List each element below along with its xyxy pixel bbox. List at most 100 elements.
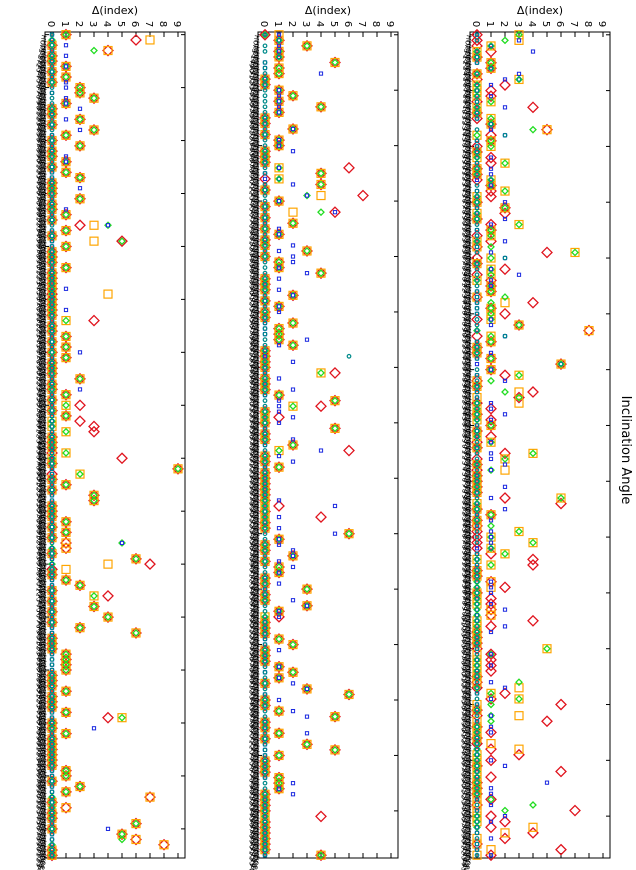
- marker-diamond-red: [343, 527, 355, 540]
- marker-square-orange: [274, 706, 284, 716]
- marker-dot-teal: [262, 764, 268, 769]
- marker-dot-teal: [49, 408, 55, 413]
- panel-frame: [257, 31, 399, 859]
- marker-diamond-red: [60, 706, 72, 719]
- marker-diamond-green: [487, 354, 495, 363]
- marker-dot-teal: [474, 367, 480, 373]
- marker-diamond-green: [62, 576, 70, 584]
- marker-dot-teal: [49, 323, 55, 329]
- marker-diamond-red: [471, 67, 483, 80]
- marker-square-blue: [290, 708, 296, 714]
- marker-dot-teal: [49, 79, 55, 85]
- marker-dot-teal: [474, 707, 480, 713]
- marker-diamond-red: [273, 671, 285, 684]
- marker-dot-teal: [49, 132, 55, 138]
- marker-diamond-red: [259, 677, 271, 690]
- marker-diamond-red: [259, 73, 271, 86]
- marker-dot-teal: [262, 381, 268, 387]
- marker-square-orange: [61, 660, 71, 670]
- marker-square-orange: [288, 340, 298, 350]
- marker-dot-teal: [474, 378, 480, 384]
- x-tick-label: 8: [157, 21, 168, 27]
- marker-dot-teal: [49, 58, 55, 64]
- marker-diamond-red: [527, 614, 539, 627]
- marker-dot-teal: [474, 752, 480, 758]
- marker-square-blue: [488, 713, 494, 718]
- marker-diamond-red: [471, 458, 483, 471]
- marker-square-orange: [61, 315, 71, 326]
- marker-square-blue: [276, 99, 282, 104]
- marker-square-blue: [290, 548, 296, 553]
- marker-diamond-red: [46, 161, 58, 173]
- marker-dot-teal: [474, 651, 480, 657]
- x-tick-label: 2: [73, 21, 84, 27]
- marker-dot-teal: [49, 381, 55, 387]
- marker-dot-teal: [49, 794, 55, 800]
- marker-dot-teal: [474, 294, 480, 300]
- marker-dot-teal: [49, 48, 55, 53]
- marker-square-orange: [61, 427, 71, 437]
- marker-square-orange: [75, 173, 85, 183]
- marker-diamond-red: [471, 536, 483, 549]
- marker-dot-teal: [49, 95, 55, 101]
- marker-diamond-red: [88, 425, 100, 438]
- marker-square-blue: [290, 243, 296, 248]
- marker-diamond-red: [273, 705, 285, 718]
- marker-dot-teal: [49, 800, 55, 805]
- marker-square-orange: [159, 840, 169, 850]
- marker-square-orange: [500, 298, 510, 308]
- marker-square-blue: [276, 104, 282, 109]
- marker-dot-teal: [474, 350, 480, 356]
- x-tick-label: 5: [115, 21, 126, 27]
- marker-dot-teal: [474, 590, 480, 596]
- marker-square-orange: [103, 612, 113, 622]
- marker-square-blue: [488, 172, 494, 177]
- marker-dot-teal: [474, 473, 480, 479]
- marker-dot-teal: [49, 604, 55, 609]
- marker-diamond-green: [345, 690, 353, 699]
- marker-dot-teal: [49, 169, 55, 175]
- marker-square-orange: [61, 564, 71, 575]
- marker-diamond-red: [273, 106, 285, 119]
- marker-diamond-red: [287, 317, 299, 329]
- marker-diamond-green: [62, 390, 70, 399]
- marker-dot-teal: [474, 428, 480, 434]
- marker-square-blue: [63, 43, 69, 48]
- marker-diamond-red: [485, 575, 497, 588]
- marker-dot-teal: [262, 132, 268, 137]
- marker-diamond-red: [46, 547, 58, 560]
- marker-square-orange: [89, 601, 99, 612]
- marker-square-orange: [75, 141, 85, 151]
- marker-dot-teal: [49, 318, 55, 323]
- marker-diamond-green: [289, 402, 297, 411]
- marker-diamond-red: [555, 765, 567, 778]
- marker-diamond-green: [487, 717, 495, 726]
- marker-diamond-green: [90, 496, 98, 505]
- marker-diamond-red: [513, 319, 525, 331]
- marker-dot-teal: [49, 524, 55, 530]
- marker-diamond-red: [158, 838, 170, 851]
- marker-diamond-green: [515, 220, 523, 229]
- marker-diamond-red: [273, 561, 285, 573]
- marker-dot-teal: [262, 464, 268, 470]
- marker-diamond-green: [529, 801, 537, 809]
- marker-square-blue: [474, 361, 480, 367]
- marker-square-blue: [276, 138, 282, 143]
- marker-square-blue: [276, 32, 282, 37]
- marker-square-orange: [486, 365, 496, 375]
- marker-dot-teal: [49, 180, 55, 186]
- marker-diamond-green: [289, 640, 297, 649]
- marker-square-orange: [61, 480, 71, 490]
- marker-diamond-green: [76, 194, 84, 203]
- marker-dot-teal: [474, 663, 480, 668]
- marker-dot-teal: [49, 349, 55, 355]
- marker-diamond-red: [485, 218, 497, 231]
- marker-dot-teal: [276, 54, 282, 60]
- marker-diamond-red: [259, 788, 271, 801]
- marker-dot-teal: [262, 575, 268, 581]
- marker-dot-teal: [474, 679, 480, 685]
- marker-diamond-red: [46, 378, 58, 391]
- marker-dot-teal: [49, 455, 55, 461]
- marker-dot-teal: [49, 540, 55, 546]
- marker-square-blue: [488, 283, 494, 289]
